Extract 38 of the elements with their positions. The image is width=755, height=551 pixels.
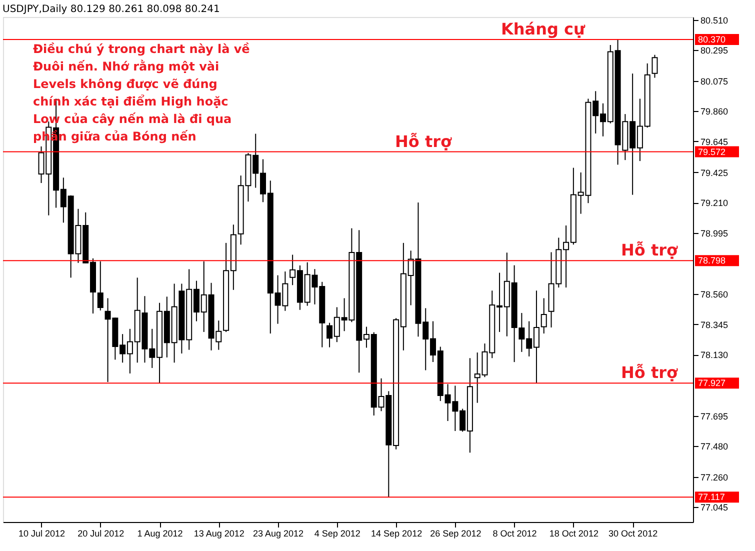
x-tick-label: 20 Jul 2012 — [78, 528, 124, 538]
y-tick-label: 79.425 — [700, 168, 728, 178]
y-tick-label: 78.995 — [700, 228, 728, 238]
y-tick-label: 80.075 — [700, 76, 728, 87]
ref-line-label: 78.798 — [698, 256, 726, 266]
ref-line-label: 79.572 — [698, 146, 726, 157]
x-tick-label: 8 Oct 2012 — [492, 528, 537, 538]
candlestick — [97, 260, 104, 311]
y-tick-label: 79.210 — [700, 198, 728, 208]
y-tick-label: 77.260 — [700, 472, 728, 482]
annotation: Hỗ trợ — [395, 132, 452, 151]
y-tick-label: 78.560 — [700, 290, 728, 300]
candlestick — [652, 54, 658, 78]
chart-title: USDJPY,Daily 80.129 80.261 80.098 80.241 — [2, 4, 220, 15]
annotation: Hỗ trợ — [621, 363, 678, 382]
y-tick-label: 77.045 — [700, 502, 728, 513]
annotation: Hỗ trợ — [621, 240, 678, 260]
y-tick-label: 78.130 — [700, 350, 728, 360]
x-tick-label: 1 Aug 2012 — [137, 528, 183, 538]
y-tick-label: 79.645 — [700, 136, 728, 147]
y-tick-label: 77.695 — [700, 411, 728, 422]
x-tick-label: 13 Aug 2012 — [194, 528, 244, 538]
annotation: Kháng cự — [501, 20, 586, 39]
x-tick-label: 10 Jul 2012 — [18, 528, 66, 538]
ref-line-label: 77.117 — [698, 492, 725, 502]
ref-line-label: 77.927 — [698, 378, 726, 388]
y-tick-label: 80.295 — [700, 46, 728, 56]
y-tick-label: 79.860 — [700, 106, 728, 117]
y-tick-label: 77.480 — [700, 442, 728, 452]
x-tick-label: 23 Aug 2012 — [253, 528, 304, 538]
x-tick-label: 14 Sep 2012 — [371, 528, 422, 538]
x-tick-label: 26 Sep 2012 — [430, 528, 482, 538]
y-tick-label: 80.510 — [700, 15, 728, 26]
x-tick-label: 4 Sep 2012 — [314, 528, 360, 538]
y-tick-label: 78.345 — [700, 320, 728, 330]
ref-line-label: 80.370 — [698, 34, 726, 45]
x-tick-label: 18 Oct 2012 — [549, 528, 598, 538]
x-tick-label: 30 Oct 2012 — [608, 528, 658, 538]
